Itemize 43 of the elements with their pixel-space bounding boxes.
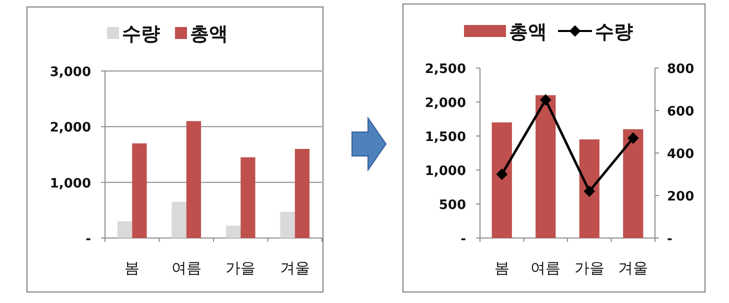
y2-tick-label: 400	[667, 147, 694, 162]
x-tick-label: 가을	[226, 259, 256, 277]
bar	[536, 95, 556, 238]
bar	[172, 202, 186, 238]
legend-label: 수량	[122, 23, 160, 45]
bar	[132, 143, 147, 238]
point	[496, 168, 508, 180]
bar	[186, 121, 202, 238]
y-tick-label: -	[460, 232, 466, 247]
legend-label: 수량	[595, 21, 633, 43]
bar	[240, 157, 256, 238]
x-tick-label: 겨울	[280, 259, 310, 277]
point	[584, 186, 595, 197]
bar	[117, 221, 132, 238]
y-tick-label: -	[86, 232, 91, 247]
y-tick-label: 2,000	[50, 120, 91, 136]
x-tick-label: 여름	[171, 259, 202, 277]
point	[540, 94, 552, 106]
x-tick-label: 봄	[494, 259, 510, 277]
x-tick-label: 가을	[574, 259, 604, 277]
bar	[294, 148, 310, 238]
x-tick-label: 여름	[530, 259, 561, 277]
y2-tick-label: -	[667, 232, 672, 247]
point	[628, 132, 639, 144]
bar	[623, 129, 644, 238]
legend-label: 총액	[190, 23, 228, 45]
bar	[579, 139, 600, 238]
y-tick-label: 1,500	[424, 130, 466, 145]
legend-label: 총액	[509, 21, 547, 43]
y2-tick-label: 800	[667, 62, 694, 77]
y2-tick-label: 200	[667, 190, 694, 204]
x-tick-label: 겨울	[618, 259, 648, 277]
y-tick-label: 1,000	[424, 164, 466, 179]
y-tick-label: 1,000	[50, 176, 91, 192]
y-tick-label: 2,500	[424, 62, 466, 77]
y-tick-label: 3,000	[50, 65, 91, 80]
y-tick-label: 2,000	[424, 96, 466, 111]
x-tick-label: 봄	[124, 259, 140, 277]
bar	[280, 212, 295, 238]
y2-tick-label: 600	[667, 104, 694, 120]
y-tick-label: 500	[438, 198, 466, 213]
bar	[226, 226, 241, 238]
bar	[492, 122, 512, 238]
